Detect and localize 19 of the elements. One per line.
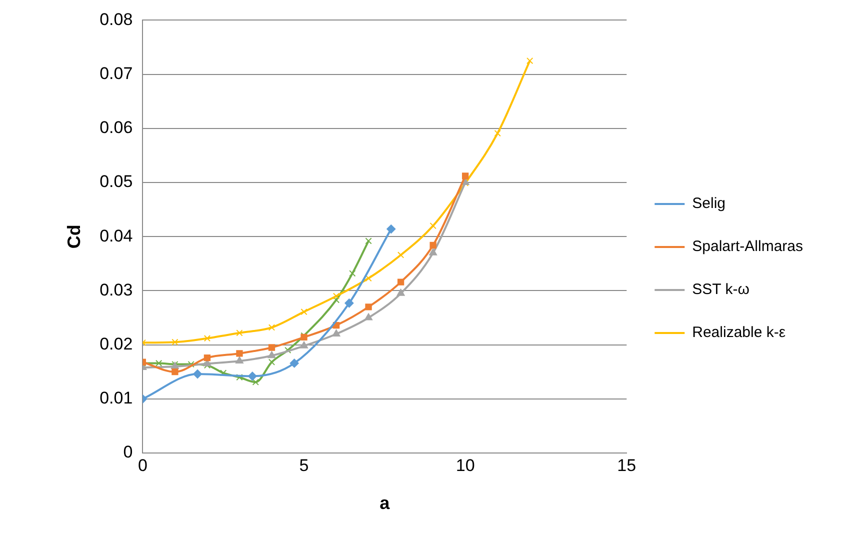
y-tick-label: 0.07 xyxy=(100,64,133,83)
x-tick-label: 5 xyxy=(299,456,309,475)
y-tick-label: 0.03 xyxy=(100,280,133,300)
legend-label: SST k-ω xyxy=(692,281,750,298)
y-axis-title: Cd xyxy=(64,224,84,249)
y-tick-label: 0 xyxy=(123,442,133,462)
x-tick-label: 0 xyxy=(138,456,148,475)
legend-label: Selig xyxy=(692,195,726,212)
y-tick-label: 0.02 xyxy=(100,334,133,354)
y-tick-label: 0.04 xyxy=(100,226,133,246)
x-axis-title: a xyxy=(380,493,391,514)
legend-label: Spalart-Allmaras xyxy=(692,238,804,256)
x-tick-label: 10 xyxy=(456,456,475,475)
legend-label: Realizable k-ε xyxy=(692,324,786,342)
y-tick-label: 0.08 xyxy=(100,10,133,29)
x-tick-label: 15 xyxy=(617,456,636,475)
y-tick-label: 0.05 xyxy=(100,172,133,192)
y-tick-label: 0.06 xyxy=(100,118,133,138)
y-tick-label: 0.01 xyxy=(100,388,133,408)
